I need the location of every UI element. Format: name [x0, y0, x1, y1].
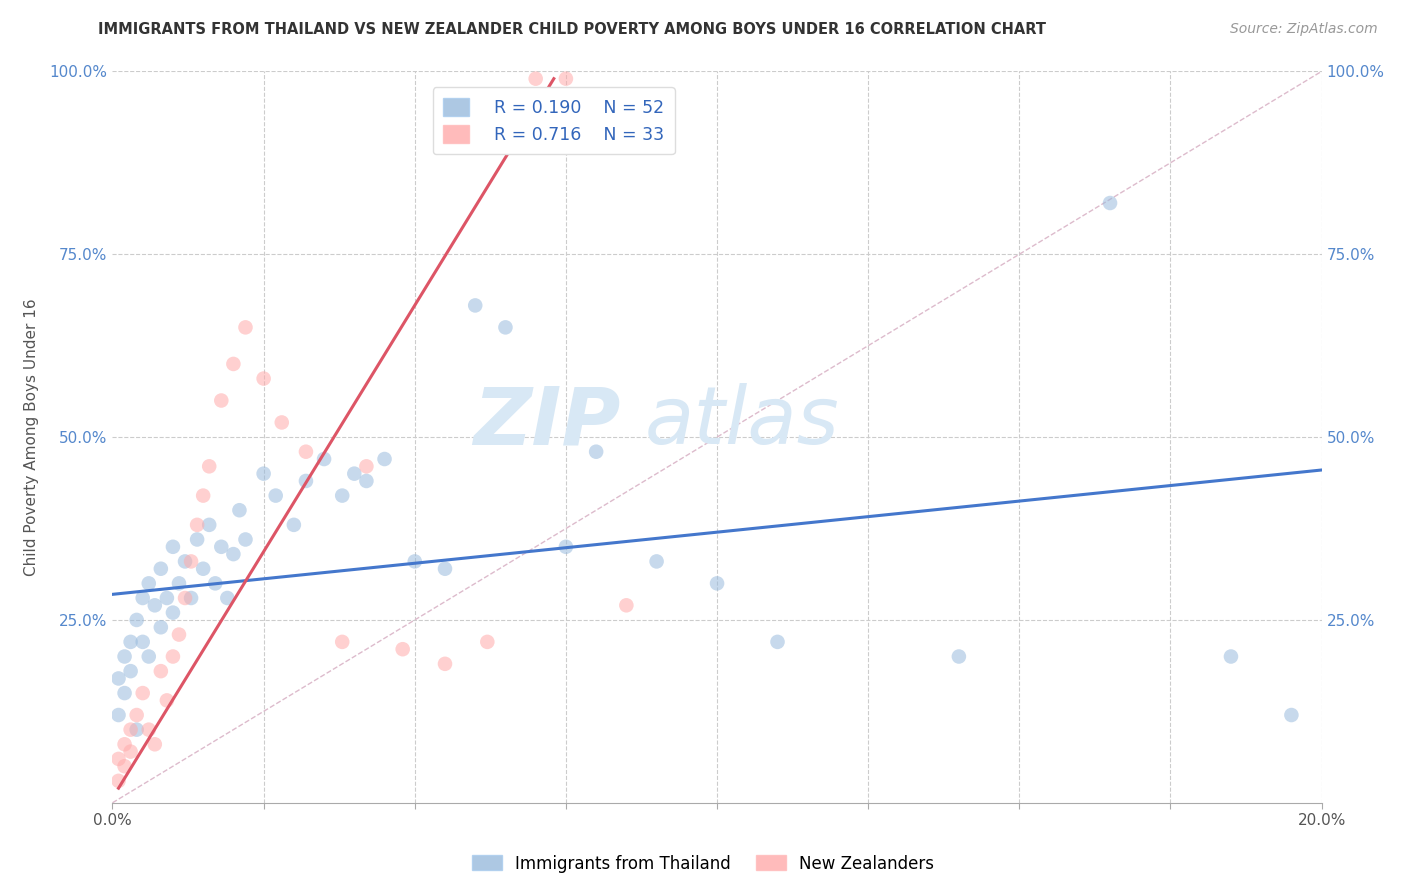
Legend: Immigrants from Thailand, New Zealanders: Immigrants from Thailand, New Zealanders: [465, 848, 941, 880]
Point: [107, 672, 129, 686]
Point: [132, 635, 155, 649]
Point: [156, 591, 179, 605]
Point: [120, 723, 142, 737]
Point: [1279, 708, 1302, 723]
Point: [186, 517, 208, 532]
Text: ZIP: ZIP: [472, 384, 620, 461]
Point: [433, 562, 456, 576]
Point: [235, 320, 257, 334]
Point: [149, 620, 172, 634]
Point: [156, 693, 179, 707]
Point: [132, 686, 155, 700]
Point: [295, 474, 318, 488]
Point: [162, 649, 184, 664]
Y-axis label: Child Poverty Among Boys Under 16: Child Poverty Among Boys Under 16: [24, 298, 38, 576]
Point: [143, 737, 166, 751]
Point: [162, 606, 184, 620]
Point: [125, 708, 148, 723]
Point: [125, 723, 148, 737]
Point: [114, 759, 136, 773]
Point: [120, 664, 142, 678]
Point: [554, 71, 576, 86]
Point: [330, 635, 353, 649]
Point: [107, 773, 129, 788]
Point: [209, 393, 232, 408]
Text: atlas: atlas: [644, 384, 839, 461]
Point: [477, 635, 499, 649]
Point: [107, 752, 129, 766]
Point: [149, 664, 172, 678]
Point: [264, 489, 287, 503]
Point: [138, 576, 160, 591]
Point: [114, 737, 136, 751]
Point: [235, 533, 257, 547]
Point: [186, 533, 208, 547]
Point: [1220, 649, 1243, 664]
Point: [180, 591, 202, 605]
Point: [198, 459, 221, 474]
Point: [120, 635, 142, 649]
Point: [343, 467, 366, 481]
Point: [174, 591, 197, 605]
Point: [180, 554, 202, 568]
Point: [433, 657, 456, 671]
Point: [616, 599, 638, 613]
Point: [167, 576, 190, 591]
Point: [314, 452, 336, 467]
Point: [149, 562, 172, 576]
Legend:   R = 0.190    N = 52,   R = 0.716    N = 33: R = 0.190 N = 52, R = 0.716 N = 33: [433, 87, 675, 154]
Point: [167, 627, 190, 641]
Point: [132, 591, 155, 605]
Point: [120, 745, 142, 759]
Point: [391, 642, 413, 657]
Point: [374, 452, 396, 467]
Point: [270, 416, 292, 430]
Point: [222, 357, 245, 371]
Point: [191, 562, 214, 576]
Point: [706, 576, 728, 591]
Point: [114, 686, 136, 700]
Point: [295, 444, 318, 458]
Point: [356, 474, 378, 488]
Point: [645, 554, 668, 568]
Point: [143, 599, 166, 613]
Text: IMMIGRANTS FROM THAILAND VS NEW ZEALANDER CHILD POVERTY AMONG BOYS UNDER 16 CORR: IMMIGRANTS FROM THAILAND VS NEW ZEALANDE…: [98, 22, 1046, 37]
Point: [228, 503, 250, 517]
Point: [766, 635, 789, 649]
Point: [209, 540, 232, 554]
Point: [174, 554, 197, 568]
Point: [495, 320, 517, 334]
Point: [107, 708, 129, 723]
Point: [138, 723, 160, 737]
Point: [222, 547, 245, 561]
Point: [217, 591, 239, 605]
Point: [253, 467, 276, 481]
Point: [162, 540, 184, 554]
Point: [114, 649, 136, 664]
Point: [524, 71, 547, 86]
Point: [283, 517, 305, 532]
Point: [356, 459, 378, 474]
Point: [253, 371, 276, 385]
Text: Source: ZipAtlas.com: Source: ZipAtlas.com: [1230, 22, 1378, 37]
Point: [948, 649, 970, 664]
Point: [330, 489, 353, 503]
Point: [404, 554, 426, 568]
Point: [1098, 196, 1121, 211]
Point: [464, 298, 486, 312]
Point: [198, 517, 221, 532]
Point: [204, 576, 226, 591]
Point: [554, 540, 576, 554]
Point: [138, 649, 160, 664]
Point: [585, 444, 607, 458]
Point: [125, 613, 148, 627]
Point: [191, 489, 214, 503]
